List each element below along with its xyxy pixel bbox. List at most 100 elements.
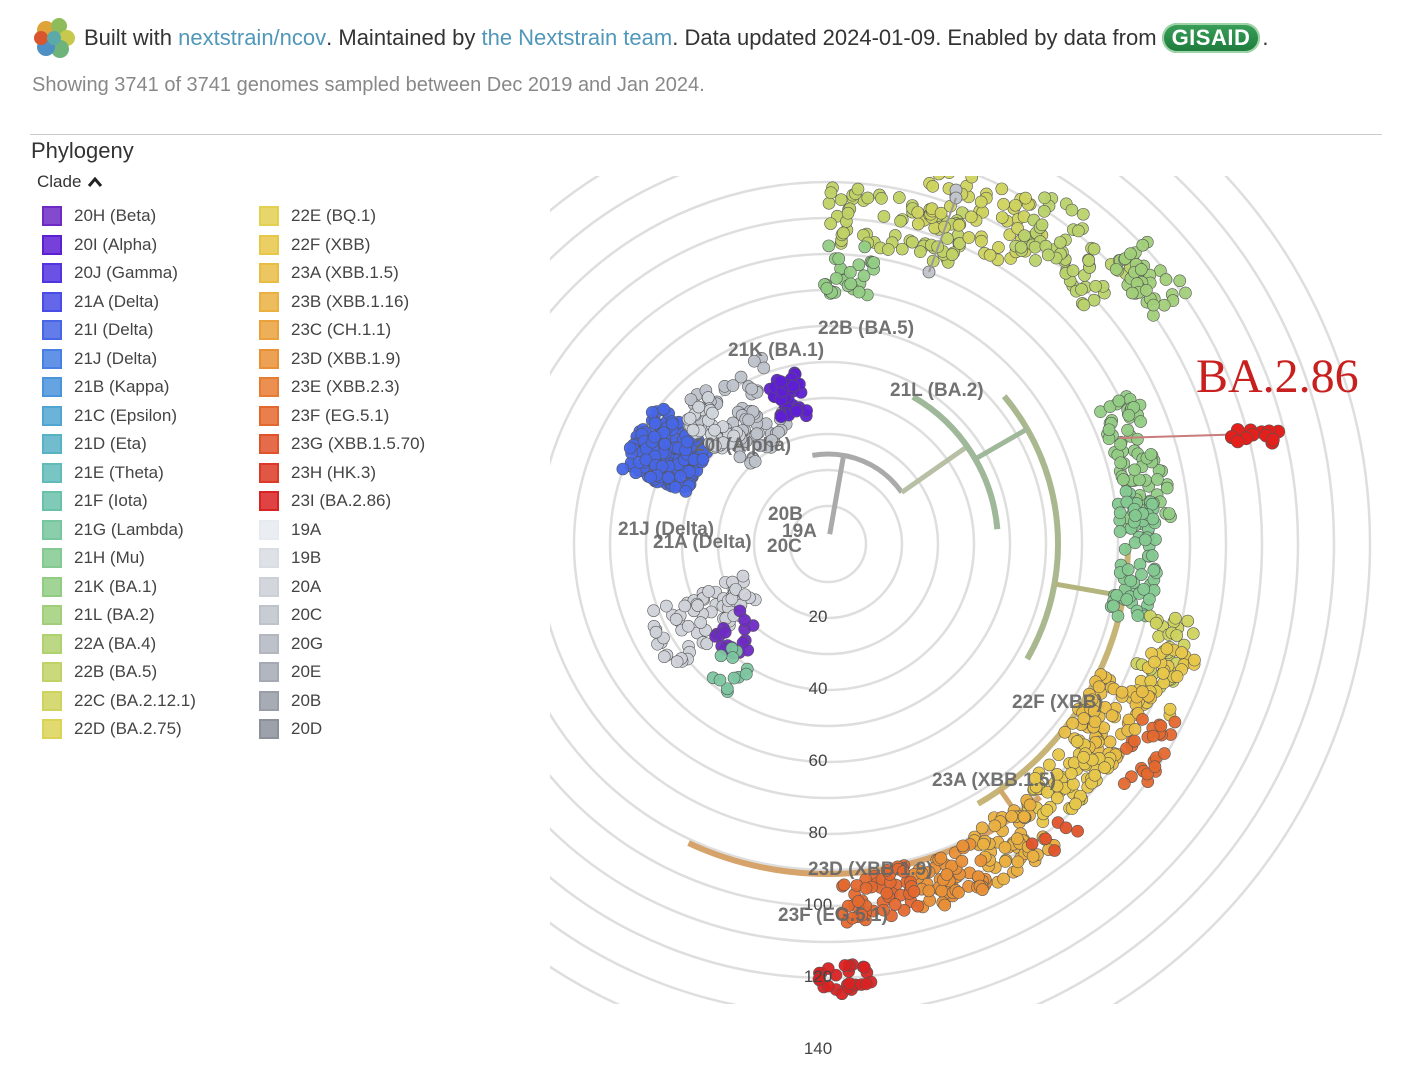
- tree-tip[interactable]: [1038, 191, 1051, 205]
- tree-tip[interactable]: [964, 210, 978, 224]
- tree-tip[interactable]: [644, 471, 657, 484]
- tree-tip[interactable]: [821, 979, 835, 993]
- tree-tip[interactable]: [1064, 767, 1078, 780]
- tree-tip[interactable]: [832, 252, 846, 265]
- tree-tip[interactable]: [1052, 748, 1065, 761]
- tree-tip[interactable]: [1159, 273, 1173, 286]
- tree-tip[interactable]: [1157, 298, 1171, 312]
- legend-item[interactable]: 23G (XBB.1.5.70): [259, 430, 425, 459]
- tree-tip[interactable]: [905, 235, 919, 249]
- legend-item[interactable]: 22B (BA.5): [42, 658, 196, 687]
- tree-tip[interactable]: [657, 650, 671, 663]
- tree-tip[interactable]: [837, 878, 851, 892]
- tree-tip[interactable]: [911, 899, 924, 913]
- tree-tip[interactable]: [1128, 723, 1142, 736]
- tree-tip[interactable]: [877, 210, 891, 223]
- tree-tip[interactable]: [1075, 283, 1088, 296]
- legend-item[interactable]: 22C (BA.2.12.1): [42, 687, 196, 716]
- tree-tip[interactable]: [706, 406, 719, 420]
- tree-tip[interactable]: [1098, 761, 1111, 774]
- tree-tip[interactable]: [1120, 593, 1134, 606]
- tree-tip[interactable]: [1122, 408, 1136, 422]
- repo-link[interactable]: nextstrain/ncov: [178, 25, 327, 50]
- tree-tip[interactable]: [648, 416, 662, 430]
- tree-tip[interactable]: [742, 413, 755, 427]
- tree-tip[interactable]: [1131, 432, 1144, 446]
- tree-tip[interactable]: [1077, 751, 1090, 764]
- tree-tip[interactable]: [911, 206, 925, 219]
- tree-tip[interactable]: [1066, 717, 1080, 730]
- tree-tip[interactable]: [1125, 286, 1139, 300]
- tree-tip[interactable]: [1170, 670, 1184, 683]
- tree-tip[interactable]: [1115, 685, 1129, 699]
- tree-tip[interactable]: [893, 191, 906, 204]
- legend-item[interactable]: 21J (Delta): [42, 345, 196, 374]
- nextstrain-logo-icon[interactable]: [32, 16, 76, 60]
- tree-tip[interactable]: [679, 485, 693, 498]
- legend-item[interactable]: 21G (Lambda): [42, 516, 196, 545]
- tree-tip[interactable]: [660, 599, 673, 613]
- tree-tip[interactable]: [975, 821, 989, 835]
- legend-item[interactable]: 19A: [259, 516, 425, 545]
- tree-tip[interactable]: [774, 375, 787, 388]
- tree-tip[interactable]: [843, 977, 856, 990]
- tree-tip[interactable]: [897, 904, 911, 917]
- tree-tip[interactable]: [1158, 747, 1171, 760]
- tree-tip[interactable]: [1005, 810, 1018, 823]
- legend-item[interactable]: 22F (XBB): [259, 231, 425, 260]
- tree-tip[interactable]: [914, 245, 927, 259]
- tree-tip[interactable]: [701, 391, 715, 404]
- tree-tip[interactable]: [1113, 506, 1127, 520]
- tree-tip[interactable]: [684, 393, 698, 406]
- legend-item[interactable]: 20A: [259, 573, 425, 602]
- tree-tip[interactable]: [1136, 713, 1149, 726]
- tree-tip[interactable]: [1135, 568, 1148, 581]
- tree-tip[interactable]: [1181, 614, 1195, 628]
- legend-item[interactable]: 22D (BA.2.75): [42, 715, 196, 744]
- tree-tip[interactable]: [846, 911, 859, 925]
- tree-tip[interactable]: [680, 435, 694, 449]
- legend-item[interactable]: 21K (BA.1): [42, 573, 196, 602]
- tree-tip[interactable]: [691, 599, 704, 612]
- tree-tip[interactable]: [1129, 509, 1142, 522]
- tree-tip[interactable]: [1077, 207, 1090, 221]
- tree-tip[interactable]: [1082, 254, 1096, 267]
- tree-tip[interactable]: [852, 258, 866, 272]
- tree-tip[interactable]: [708, 423, 721, 437]
- tree-tip[interactable]: [757, 361, 771, 375]
- tree-tip[interactable]: [859, 882, 873, 895]
- tree-tip[interactable]: [1069, 797, 1082, 811]
- tree-tip[interactable]: [861, 191, 875, 205]
- legend-item[interactable]: 23B (XBB.1.16): [259, 288, 425, 317]
- tree-tip[interactable]: [713, 673, 727, 687]
- gisaid-logo[interactable]: GISAID: [1161, 23, 1261, 53]
- tree-tip[interactable]: [753, 439, 767, 452]
- tree-tip[interactable]: [1039, 832, 1052, 846]
- tree-tip[interactable]: [1118, 543, 1132, 556]
- tree-tip[interactable]: [738, 588, 752, 602]
- tree-tip[interactable]: [1053, 236, 1067, 249]
- tree-tip[interactable]: [1043, 758, 1056, 772]
- tree-tip[interactable]: [1103, 400, 1117, 414]
- tree-tip[interactable]: [1077, 712, 1091, 725]
- legend-toggle[interactable]: Clade: [37, 172, 103, 192]
- tree-tip[interactable]: [1037, 205, 1051, 218]
- tree-tip[interactable]: [1029, 254, 1042, 267]
- tree-tip[interactable]: [1102, 423, 1116, 437]
- tree-tip[interactable]: [1162, 507, 1176, 520]
- tree-tip[interactable]: [881, 243, 895, 256]
- tree-tip[interactable]: [1147, 298, 1160, 312]
- tree-tip[interactable]: [1105, 709, 1119, 722]
- tree-tip[interactable]: [1087, 293, 1101, 307]
- tree-tip[interactable]: [647, 604, 660, 617]
- tree-tip[interactable]: [1121, 563, 1135, 576]
- tree-tip[interactable]: [895, 242, 909, 256]
- tree-tip[interactable]: [1059, 821, 1073, 835]
- tree-tip[interactable]: [1107, 599, 1120, 613]
- tree-tip[interactable]: [998, 855, 1012, 868]
- tree-tip[interactable]: [1066, 264, 1080, 277]
- phylogeny-tree[interactable]: 20 40 60 80 100 120 140 22B (BA.5)21K (BA.1) 21L…: [550, 176, 1380, 1066]
- tree-tip[interactable]: [858, 240, 872, 254]
- tree-tip[interactable]: [666, 417, 679, 431]
- tree-tip[interactable]: [1048, 844, 1061, 857]
